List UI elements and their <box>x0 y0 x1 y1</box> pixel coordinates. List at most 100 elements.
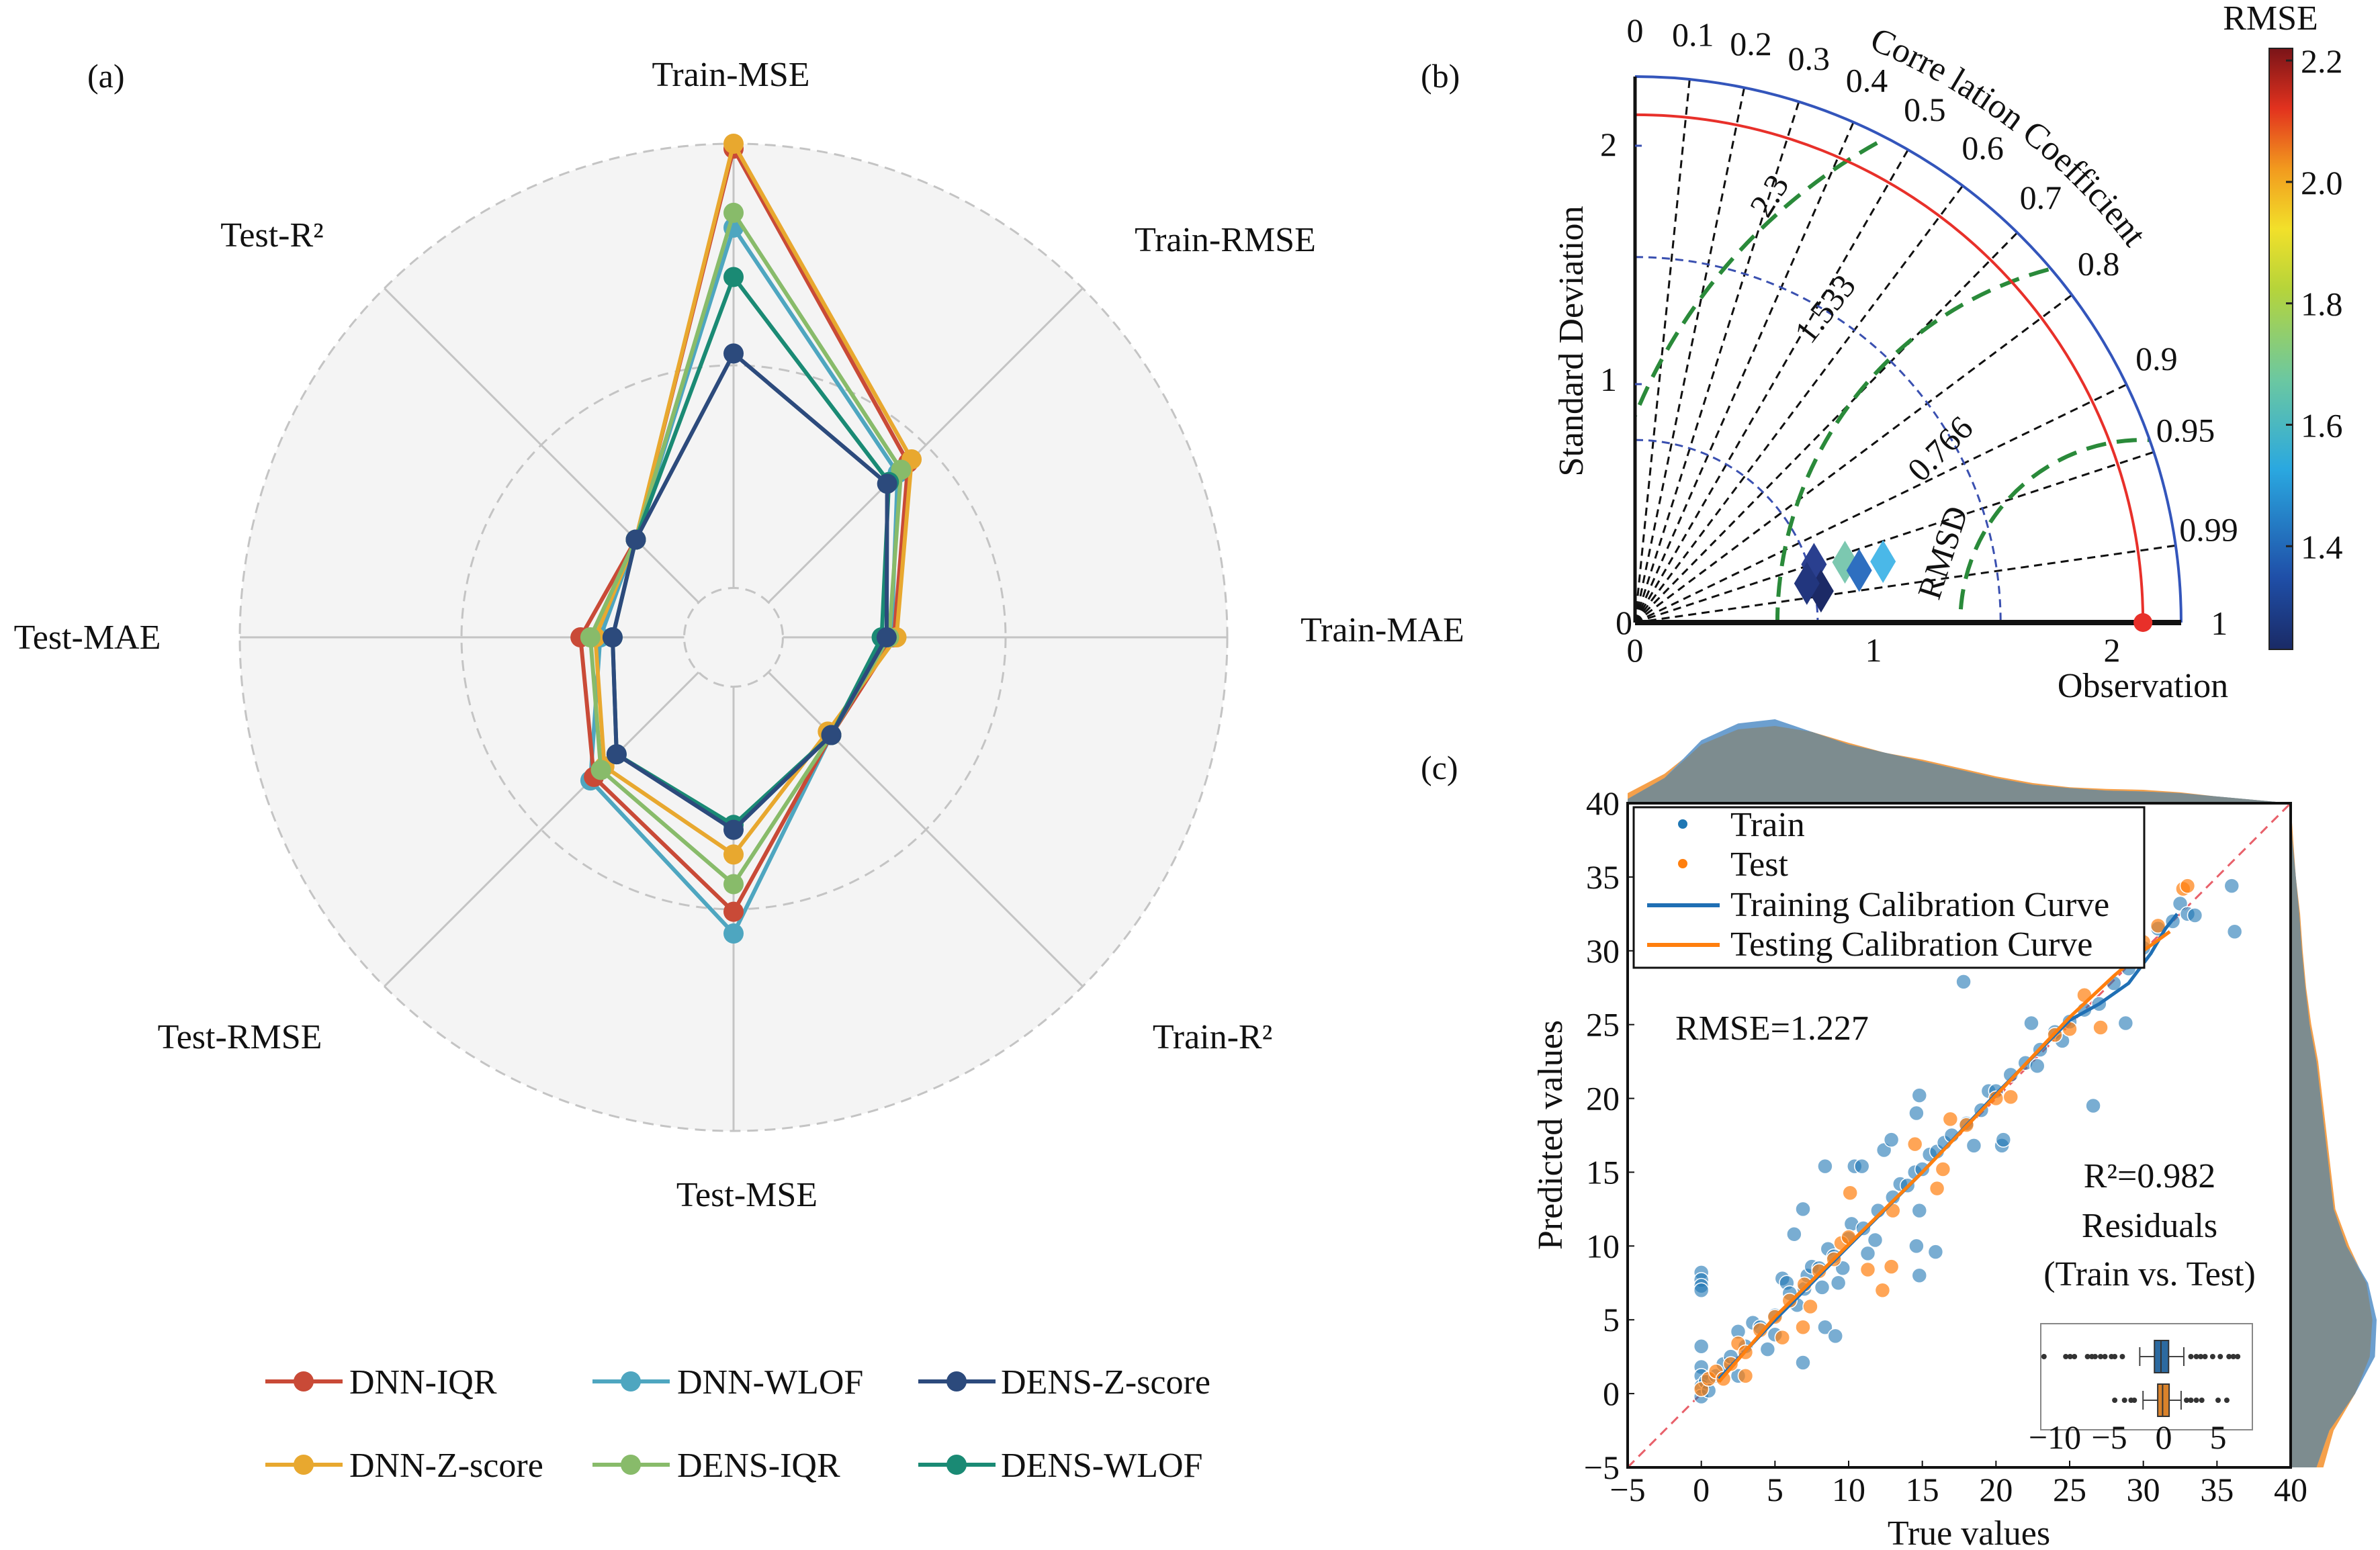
x-tick-label: −5 <box>1610 1471 1645 1508</box>
rmsd-label: RMSD <box>1910 502 1975 604</box>
radar-spoke <box>384 671 700 987</box>
observation-point <box>2133 613 2153 632</box>
scatter-point <box>1908 1238 1925 1255</box>
std-tick-label: 2 <box>1600 126 1617 163</box>
scatter-point <box>1914 1161 1931 1177</box>
y-tick-label: 10 <box>1586 1227 1620 1265</box>
colorbar-tick-label: 1.8 <box>2301 285 2343 323</box>
correlation-tick-label: 0.7 <box>2020 179 2062 216</box>
boxplot-outlier <box>2131 1398 2137 1403</box>
boxplot-outlier <box>2193 1398 2199 1403</box>
scatter-point <box>1817 1319 1833 1335</box>
y-tick-label: 30 <box>1586 932 1620 970</box>
scatter-point <box>2117 1015 2134 1032</box>
scatter-point <box>2085 1097 2101 1114</box>
radar-point <box>723 901 744 922</box>
scatter-point <box>1911 1202 1928 1219</box>
scatter-point <box>1906 1136 1923 1152</box>
boxplot-outlier <box>2209 1354 2215 1359</box>
correlation-tick-label: 0.1 <box>1672 16 1714 54</box>
inset-tick-label: 0 <box>2156 1418 2172 1456</box>
legend-marker-train <box>1678 819 1687 829</box>
radar-point <box>723 923 744 944</box>
scatter-point <box>1853 1158 1870 1175</box>
marginal-x-kde <box>1628 719 2291 803</box>
radar-grid <box>238 142 1229 1132</box>
radar-series <box>570 134 922 944</box>
scatter-point <box>1911 1087 1928 1103</box>
kde-overlap <box>2291 803 2373 1467</box>
taylor-y-axis-title: Standard Deviation <box>1552 206 1591 477</box>
y-tick-label: 5 <box>1603 1301 1620 1338</box>
x-tick-label: 35 <box>2200 1471 2234 1508</box>
scatter-point <box>1693 1282 1710 1299</box>
radar-point <box>876 627 897 647</box>
panel-label-a: (a) <box>87 57 125 95</box>
colorbar-tick-label: 1.4 <box>2301 528 2343 565</box>
scatter-point <box>1955 974 1972 990</box>
scatter-point <box>1908 1105 1925 1122</box>
radar-axis-label: Train-RMSE <box>1135 221 1316 259</box>
radar-legend: DNN-IQR DNN-WLOF DENS-Z-score DNN-Z-scor… <box>265 1363 1210 1485</box>
boxplot-outlier <box>2217 1354 2223 1359</box>
y-tick-label: 35 <box>1586 858 1620 896</box>
residuals-inset: −10 −5 0 5 <box>2029 1323 2253 1456</box>
x-tick-label: 20 <box>1979 1471 2013 1508</box>
plot-frame <box>1626 802 2292 1469</box>
legend-item-dnn-wlof: DNN-WLOF <box>592 1363 863 1402</box>
y-tick-label: 25 <box>1586 1006 1620 1044</box>
radar-point <box>723 134 744 154</box>
boxplot-outlier <box>2092 1354 2098 1359</box>
correlation-tick-label: 0.5 <box>1904 91 1946 128</box>
legend-label: DENS-Z-score <box>1001 1363 1210 1402</box>
correlation-line <box>1634 185 1964 623</box>
model-marker <box>1794 561 1820 605</box>
x-tick-label: 0 <box>1693 1471 1710 1508</box>
model-marker <box>1846 549 1872 592</box>
boxplot-outlier <box>2198 1354 2204 1359</box>
radar-point <box>723 267 744 287</box>
inset-tick-label: −5 <box>2091 1418 2127 1456</box>
radar-point <box>723 202 744 223</box>
correlation-tick-label: 0.95 <box>2156 412 2215 449</box>
boxplot-outlier <box>2223 1398 2230 1403</box>
x-tick-label: 15 <box>1906 1471 1939 1508</box>
std-circle <box>1634 256 2002 623</box>
scatter-point <box>1759 1341 1776 1357</box>
std-tick-label: 0 <box>1616 604 1632 641</box>
correlation-line <box>1634 79 1691 623</box>
boxplot-outlier <box>2121 1398 2127 1403</box>
boxplot-outlier <box>2072 1354 2078 1359</box>
scatter-point <box>1867 1232 1884 1248</box>
y-tick-label: 15 <box>1586 1153 1620 1191</box>
y-tick-label: 40 <box>1586 784 1620 822</box>
x-tick-label: 10 <box>1832 1471 1865 1508</box>
correlation-tick-label: 0.9 <box>2135 340 2178 377</box>
legend-label: DENS-IQR <box>677 1447 840 1485</box>
boxplot-outlier <box>2230 1354 2236 1359</box>
radar-point <box>723 343 744 364</box>
correlation-line <box>1634 101 1800 623</box>
rmse-colorbar: RMSE 1.4 1.6 1.8 2.0 2.2 <box>2223 0 2343 650</box>
boxplot-outlier <box>2184 1398 2190 1403</box>
radar-axis-label: Train-MAE <box>1301 611 1464 649</box>
outer-arc <box>1634 75 2183 623</box>
colorbar-gradient <box>2268 48 2293 650</box>
marginal-y-kde <box>2291 803 2377 1467</box>
scatter-point <box>2023 1015 2039 1032</box>
radar-axis-label: Train-MSE <box>652 56 809 94</box>
taylor-grid: 0 0.1 0.2 0.3 0.4 0.5 0.6 0.7 0.8 0.9 0.95 0.99 1 <box>1627 11 2238 642</box>
scatter-point <box>2226 923 2243 940</box>
boxplot-outlier <box>2202 1354 2208 1359</box>
colorbar-tick-label: 2.0 <box>2301 164 2343 201</box>
correlation-tick-label: 0.4 <box>1846 61 1888 99</box>
radar-point <box>580 627 601 647</box>
r2-annotation: R²=0.982 <box>2084 1157 2216 1195</box>
radar-axis-label: Train-R² <box>1153 1018 1272 1056</box>
boxplot-outlier <box>2193 1354 2199 1359</box>
correlation-line <box>1634 294 2073 624</box>
residuals-subtitle: (Train vs. Test) <box>2043 1255 2256 1293</box>
inset-tick-label: 5 <box>2210 1418 2227 1456</box>
y-tick-label: 0 <box>1603 1375 1620 1412</box>
